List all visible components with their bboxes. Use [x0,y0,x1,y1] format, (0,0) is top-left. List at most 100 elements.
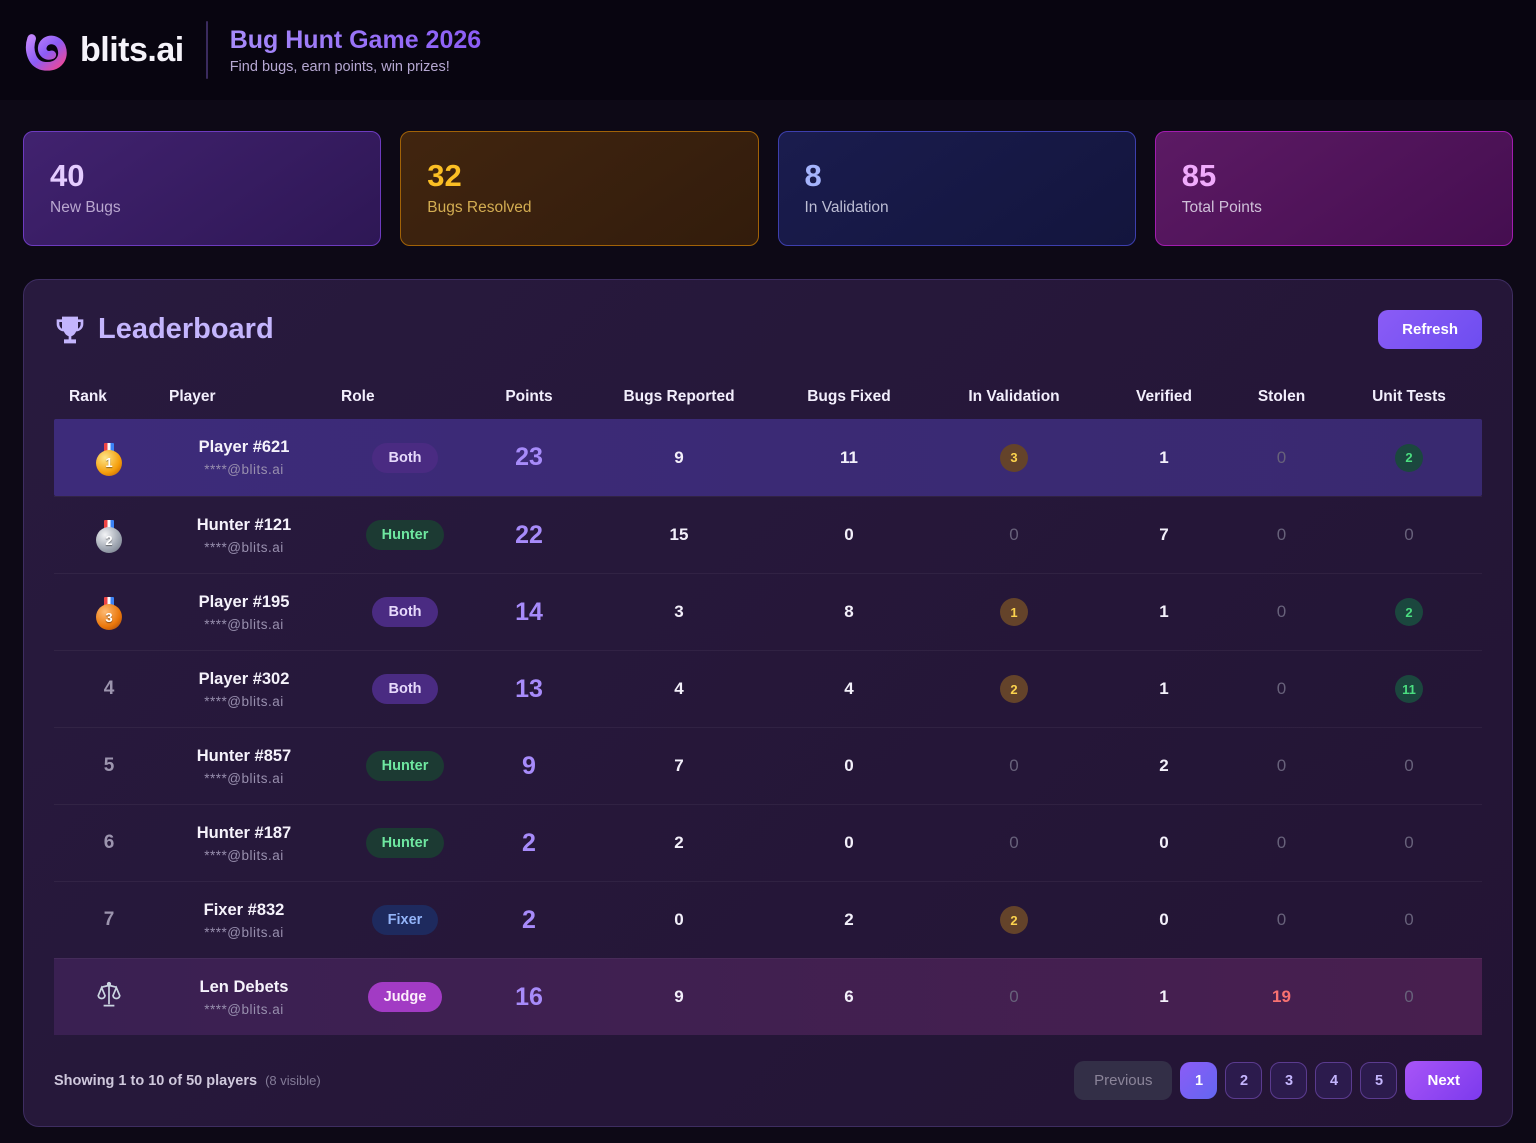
role-badge: Judge [367,982,443,1012]
cell-in-validation: 2 [929,675,1099,703]
stat-card-bugs-resolved: 32 Bugs Resolved [400,131,759,246]
cell-rank: 1 [54,440,149,476]
cell-points: 16 [469,983,589,1012]
cell-stolen: 0 [1276,525,1287,544]
cell-rank: 4 [54,678,149,700]
cell-stolen: 0 [1229,833,1334,853]
cell-rank: 6 [54,832,149,854]
leaderboard-title-text: Leaderboard [98,313,274,345]
points-value: 9 [522,751,536,780]
cell-unit-tests: 0 [1334,910,1484,930]
leaderboard-table-body: 1 Player #621 ****@blits.ai Both 23 9 11 3 1 0 2 2 H… [54,419,1482,1035]
cell-stolen: 19 [1272,987,1291,1006]
bugs-reported-value: 9 [674,447,684,467]
cell-verified: 1 [1099,679,1229,699]
cell-stolen: 0 [1229,679,1334,699]
in-validation-badge: 2 [1000,675,1028,703]
page-button-4[interactable]: 4 [1315,1062,1353,1099]
verified-value: 1 [1159,602,1169,621]
player-name: Player #302 [198,669,290,688]
medal-ribbon [104,597,114,607]
cell-points: 2 [469,829,589,858]
unit-tests-badge: 2 [1395,598,1423,626]
bronze-medal-icon: 3 [95,597,123,630]
cell-bugs-fixed: 8 [769,602,929,622]
cell-bugs-fixed: 4 [769,679,929,699]
in-validation-badge: 3 [1000,443,1028,472]
rank-number: 4 [103,678,115,699]
page-button-3[interactable]: 3 [1270,1062,1308,1099]
cell-stolen: 0 [1276,910,1287,929]
player-name: Player #621 [198,438,290,456]
cell-in-validation: 0 [929,756,1099,776]
refresh-button[interactable]: Refresh [1378,310,1482,349]
column-header-player: Player [169,388,216,405]
next-page-button[interactable]: Next [1405,1061,1482,1100]
cell-verified: 1 [1099,602,1229,622]
role-badge: Fixer [371,905,439,935]
cell-bugs-fixed: 11 [769,448,929,468]
unit-tests: 0 [1404,987,1414,1006]
stat-label: Bugs Resolved [427,199,532,216]
cell-bugs-reported: 15 [589,525,769,545]
verified-value: 0 [1159,833,1169,852]
cell-stolen: 0 [1276,447,1287,467]
column-header-bugs-fixed: Bugs Fixed [807,388,891,405]
medal-rank-number: 3 [96,604,122,630]
bugs-reported-value: 0 [674,910,684,929]
bugs-reported-value: 7 [674,756,684,775]
cell-stolen: 0 [1229,756,1334,776]
cell-bugs-reported: 3 [589,602,769,622]
cell-points: 14 [469,598,589,627]
bugs-fixed-value: 2 [844,910,854,929]
stat-card-new-bugs: 40 New Bugs [23,131,382,246]
cell-verified: 2 [1099,756,1229,776]
cell-points: 2 [469,906,589,935]
app-header: blits.ai Bug Hunt Game 2026 Find bugs, e… [0,0,1536,100]
cell-player: Len Debets ****@blits.ai [149,978,319,1017]
cell-player: Player #621 ****@blits.ai [149,438,319,477]
page-button-2[interactable]: 2 [1225,1062,1263,1099]
bugs-fixed-value: 4 [844,679,854,698]
table-row: 4 Player #302 ****@blits.ai Both 13 4 4 2 1 0 11 [54,650,1482,727]
cell-player: Player #195 ****@blits.ai [149,593,319,632]
cell-points: 22 [469,521,589,550]
medal-ribbon [104,520,114,530]
cell-unit-tests: 0 [1334,987,1484,1007]
verified-value: 2 [1159,756,1169,775]
unit-tests: 0 [1404,756,1414,775]
unit-tests-badge: 2 [1395,443,1423,472]
medal-ribbon [104,442,114,453]
previous-page-button[interactable]: Previous [1074,1061,1173,1100]
medal-rank-number: 1 [96,449,122,476]
bugs-reported-value: 3 [674,602,684,621]
cell-stolen: 0 [1276,602,1287,621]
cell-bugs-reported: 0 [589,910,769,930]
rank-number: 5 [103,755,115,776]
gold-medal-icon: 1 [95,442,123,476]
cell-verified: 7 [1099,525,1229,545]
page-button-5[interactable]: 5 [1360,1062,1398,1099]
cell-points: 23 [469,443,589,472]
leaderboard-title: Leaderboard [54,313,274,346]
player-email: ****@blits.ai [204,462,284,477]
cell-player: Player #302 ****@blits.ai [149,670,319,709]
player-email: ****@blits.ai [204,539,284,555]
cell-stolen: 0 [1276,756,1287,775]
player-email: ****@blits.ai [204,1001,284,1017]
unit-tests: 0 [1404,525,1414,544]
cell-bugs-reported: 4 [589,679,769,699]
cell-player: Hunter #121 ****@blits.ai [149,516,319,555]
stat-value: 85 [1181,158,1217,193]
page-button-1[interactable]: 1 [1180,1062,1218,1099]
bugs-reported-value: 15 [669,525,689,544]
role-badge: Both [372,442,438,473]
role-badge: Both [372,674,438,704]
cell-stolen: 0 [1229,525,1334,545]
cell-in-validation: 2 [929,906,1099,934]
cell-verified: 0 [1099,833,1229,853]
visible-note: (8 visible) [265,1072,321,1088]
role-badge: Hunter [365,828,445,858]
cell-unit-tests: 2 [1334,443,1484,472]
